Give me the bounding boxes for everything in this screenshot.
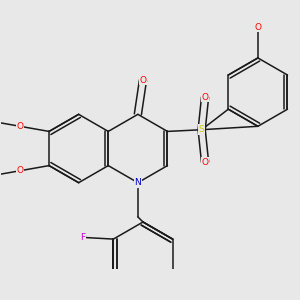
Text: F: F <box>80 233 85 242</box>
Text: S: S <box>199 125 205 134</box>
Text: O: O <box>254 23 261 32</box>
Text: O: O <box>140 76 146 85</box>
Text: N: N <box>134 178 141 187</box>
Text: O: O <box>16 166 23 175</box>
Text: O: O <box>202 93 208 102</box>
Text: O: O <box>16 122 23 131</box>
Text: O: O <box>202 158 208 167</box>
